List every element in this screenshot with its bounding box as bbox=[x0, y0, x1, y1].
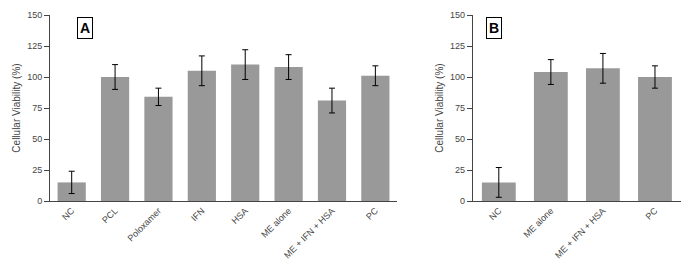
svg-text:50: 50 bbox=[32, 134, 42, 144]
svg-text:75: 75 bbox=[32, 103, 42, 113]
svg-text:0: 0 bbox=[37, 196, 42, 206]
svg-text:NC: NC bbox=[60, 205, 77, 222]
svg-text:PCL: PCL bbox=[100, 206, 119, 225]
svg-text:50: 50 bbox=[455, 134, 465, 144]
svg-text:100: 100 bbox=[27, 72, 42, 82]
svg-text:25: 25 bbox=[455, 165, 465, 175]
svg-text:125: 125 bbox=[27, 41, 42, 51]
svg-text:ME + IFN + HSA: ME + IFN + HSA bbox=[553, 206, 607, 260]
svg-text:B: B bbox=[489, 20, 499, 36]
svg-text:75: 75 bbox=[455, 103, 465, 113]
svg-text:HSA: HSA bbox=[230, 206, 250, 226]
svg-text:PC: PC bbox=[364, 205, 380, 221]
svg-text:PC: PC bbox=[644, 205, 660, 221]
svg-text:150: 150 bbox=[450, 10, 465, 20]
svg-text:ME alone: ME alone bbox=[521, 206, 555, 240]
svg-text:0: 0 bbox=[460, 196, 465, 206]
svg-text:IFN: IFN bbox=[189, 206, 206, 223]
svg-text:NC: NC bbox=[487, 205, 504, 222]
svg-text:Cellular Viability (%): Cellular Viability (%) bbox=[11, 63, 22, 152]
svg-text:25: 25 bbox=[32, 165, 42, 175]
svg-text:Cellular Viability (%): Cellular Viability (%) bbox=[434, 63, 445, 152]
svg-text:Poloxamer: Poloxamer bbox=[126, 206, 163, 243]
svg-text:150: 150 bbox=[27, 10, 42, 20]
svg-text:ME + IFN + HSA: ME + IFN + HSA bbox=[282, 206, 336, 260]
svg-text:125: 125 bbox=[450, 41, 465, 51]
svg-text:100: 100 bbox=[450, 72, 465, 82]
svg-text:A: A bbox=[80, 20, 90, 36]
svg-text:ME alone: ME alone bbox=[259, 206, 293, 240]
